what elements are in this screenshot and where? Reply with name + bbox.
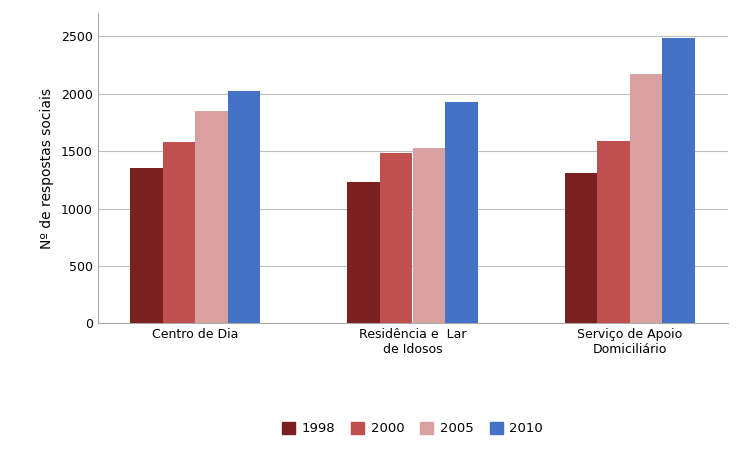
Bar <box>597 141 630 323</box>
Bar <box>565 173 597 323</box>
Y-axis label: Nº de respostas sociais: Nº de respostas sociais <box>40 88 54 249</box>
Bar <box>413 148 445 323</box>
Bar <box>445 102 478 323</box>
Bar <box>228 92 260 323</box>
Bar <box>195 111 228 323</box>
Bar <box>662 38 695 323</box>
Bar <box>130 168 163 323</box>
Legend: 1998, 2000, 2005, 2010: 1998, 2000, 2005, 2010 <box>277 417 548 440</box>
Bar <box>163 142 195 323</box>
Bar <box>630 74 662 323</box>
Bar <box>380 154 412 323</box>
Bar <box>347 182 380 323</box>
